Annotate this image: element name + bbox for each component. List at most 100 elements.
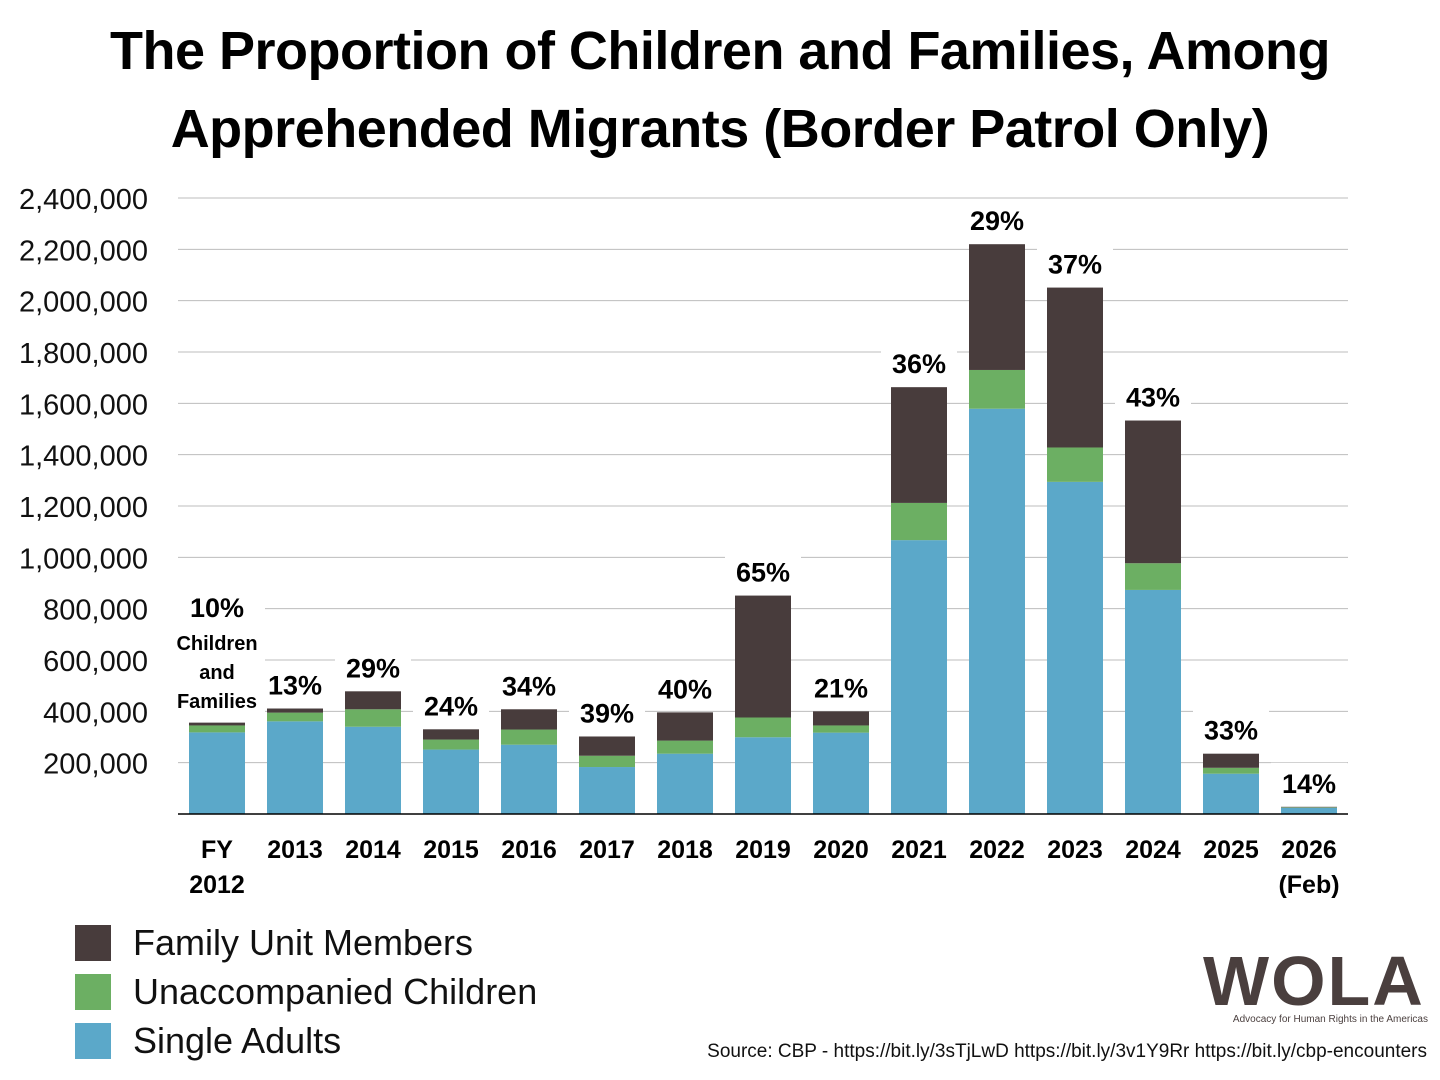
bar-segment-unaccompanied-children xyxy=(1047,447,1103,482)
bar-segment-family-unit-members xyxy=(813,711,869,726)
bar-segment-unaccompanied-children xyxy=(189,725,245,733)
x-tick-label: FY xyxy=(201,836,233,864)
bar-segment-family-unit-members xyxy=(969,244,1025,370)
bar-segment-single-adults xyxy=(1047,481,1103,814)
label-background xyxy=(569,692,645,729)
data-label: 34% xyxy=(502,671,556,701)
bar-segment-family-unit-members xyxy=(501,709,557,730)
data-label: 43% xyxy=(1126,383,1180,413)
label-background xyxy=(881,343,957,380)
label-background xyxy=(257,664,333,701)
bar-segment-family-unit-members xyxy=(1281,806,1337,808)
data-label: 21% xyxy=(814,673,868,703)
bar-segment-family-unit-members xyxy=(657,712,713,741)
label-background xyxy=(647,668,723,705)
y-tick-label: 600,000 xyxy=(43,646,148,678)
legend-label: Single Adults xyxy=(133,1019,342,1061)
legend-item-family: Family Unit Members xyxy=(75,918,537,967)
y-tick-label: 1,200,000 xyxy=(19,492,148,524)
x-tick-label: 2023 xyxy=(1047,836,1103,864)
x-tick-label: 2026 xyxy=(1281,836,1337,864)
legend-swatch-single xyxy=(75,1022,111,1059)
bar-segment-unaccompanied-children xyxy=(891,502,947,541)
data-label: 29% xyxy=(346,653,400,683)
bar-segment-single-adults xyxy=(1281,807,1337,814)
bar-segment-single-adults xyxy=(501,744,557,814)
logo-tagline: Advocacy for Human Rights in the America… xyxy=(1232,1014,1428,1025)
bar-segment-single-adults xyxy=(1125,589,1181,814)
title-line-2: Apprehended Migrants (Border Patrol Only… xyxy=(170,99,1270,159)
bar-segment-family-unit-members xyxy=(267,708,323,713)
label-background xyxy=(1037,243,1113,280)
data-label: 65% xyxy=(736,558,790,588)
data-label: 37% xyxy=(1048,250,1102,280)
data-label-note: Families xyxy=(177,691,257,713)
legend-label: Family Unit Members xyxy=(133,921,474,963)
label-background xyxy=(959,200,1035,237)
bar-segment-family-unit-members xyxy=(189,722,245,726)
data-label: 33% xyxy=(1204,716,1258,746)
bar-segment-single-adults xyxy=(1203,773,1259,814)
label-background xyxy=(725,551,801,588)
y-tick-label: 1,800,000 xyxy=(19,338,148,370)
label-background xyxy=(169,590,265,715)
bar-segment-unaccompanied-children xyxy=(657,740,713,754)
legend-swatch-uac xyxy=(75,973,111,1010)
bar-segment-family-unit-members xyxy=(735,595,791,718)
x-tick-label: 2021 xyxy=(891,836,947,864)
bar-segment-unaccompanied-children xyxy=(1203,767,1259,774)
bar-segment-single-adults xyxy=(969,408,1025,814)
bar-segment-single-adults xyxy=(423,749,479,814)
data-label: 10% xyxy=(190,593,244,623)
bar-segment-single-adults xyxy=(657,753,713,814)
bar-segment-unaccompanied-children xyxy=(969,369,1025,409)
bar-segment-unaccompanied-children xyxy=(1125,563,1181,590)
data-label-note: Children xyxy=(176,633,257,655)
bar-segment-unaccompanied-children xyxy=(813,725,869,733)
x-tick-label: 2018 xyxy=(657,836,713,864)
bar-segment-single-adults xyxy=(813,732,869,814)
y-tick-label: 800,000 xyxy=(43,595,148,627)
bar-segment-family-unit-members xyxy=(1125,420,1181,564)
bar-segment-single-adults xyxy=(579,767,635,814)
bar-segment-family-unit-members xyxy=(579,736,635,756)
logo-wordmark: WOLA xyxy=(1203,942,1425,1020)
legend-swatch-family xyxy=(75,924,111,961)
y-tick-label: 400,000 xyxy=(43,697,148,729)
data-label: 40% xyxy=(658,674,712,704)
x-tick-label: (Feb) xyxy=(1278,871,1339,899)
bar-segment-single-adults xyxy=(345,726,401,814)
bar-segment-unaccompanied-children xyxy=(267,712,323,722)
data-label: 29% xyxy=(970,206,1024,236)
data-label: 24% xyxy=(424,691,478,721)
legend: Family Unit Members Unaccompanied Childr… xyxy=(75,918,537,1065)
x-tick-label: 2015 xyxy=(423,836,479,864)
y-tick-label: 1,600,000 xyxy=(19,389,148,421)
x-tick-label: 2013 xyxy=(267,836,323,864)
y-tick-label: 1,000,000 xyxy=(19,543,148,575)
bar-segment-unaccompanied-children xyxy=(345,709,401,727)
bar-segment-single-adults xyxy=(189,732,245,814)
y-tick-label: 2,400,000 xyxy=(19,184,148,216)
label-background xyxy=(413,685,489,722)
x-tick-label: 2014 xyxy=(345,836,401,864)
data-label: 39% xyxy=(580,698,634,728)
x-tick-label: 2012 xyxy=(189,871,245,899)
bar-segment-unaccompanied-children xyxy=(735,717,791,738)
y-tick-label: 2,000,000 xyxy=(19,287,148,319)
chart-title: The Proportion of Children and Families,… xyxy=(0,12,1440,168)
x-tick-label: 2024 xyxy=(1125,836,1181,864)
x-tick-label: 2016 xyxy=(501,836,557,864)
bar-segment-single-adults xyxy=(267,721,323,814)
label-background xyxy=(1271,762,1347,799)
x-tick-label: 2017 xyxy=(579,836,635,864)
x-tick-label: 2020 xyxy=(813,836,869,864)
bar-segment-unaccompanied-children xyxy=(423,739,479,750)
bar-segment-unaccompanied-children xyxy=(579,755,635,768)
bar-segment-single-adults xyxy=(735,737,791,814)
legend-item-single: Single Adults xyxy=(75,1016,537,1065)
bar-segment-family-unit-members xyxy=(423,729,479,740)
x-tick-label: 2025 xyxy=(1203,836,1259,864)
wola-logo: WOLA Advocacy for Human Rights in the Am… xyxy=(1203,942,1428,1025)
